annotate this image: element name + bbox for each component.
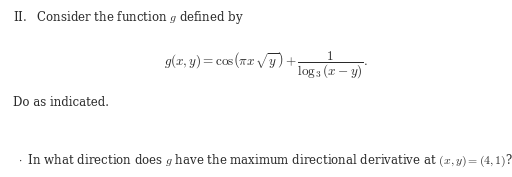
Text: Do as indicated.: Do as indicated. — [13, 96, 109, 109]
Text: II.$\ \ $ Consider the function $g$ defined by: II.$\ \ $ Consider the function $g$ defi… — [13, 9, 243, 26]
Text: $\cdot\;$ In what direction does $g$ have the maximum directional derivative at : $\cdot\;$ In what direction does $g$ hav… — [18, 152, 512, 169]
Text: $g(x, y) = \cos\!\left(\pi x\,\sqrt{y}\right) + \dfrac{1}{\log_3(x - y)}.$: $g(x, y) = \cos\!\left(\pi x\,\sqrt{y}\r… — [164, 50, 368, 81]
